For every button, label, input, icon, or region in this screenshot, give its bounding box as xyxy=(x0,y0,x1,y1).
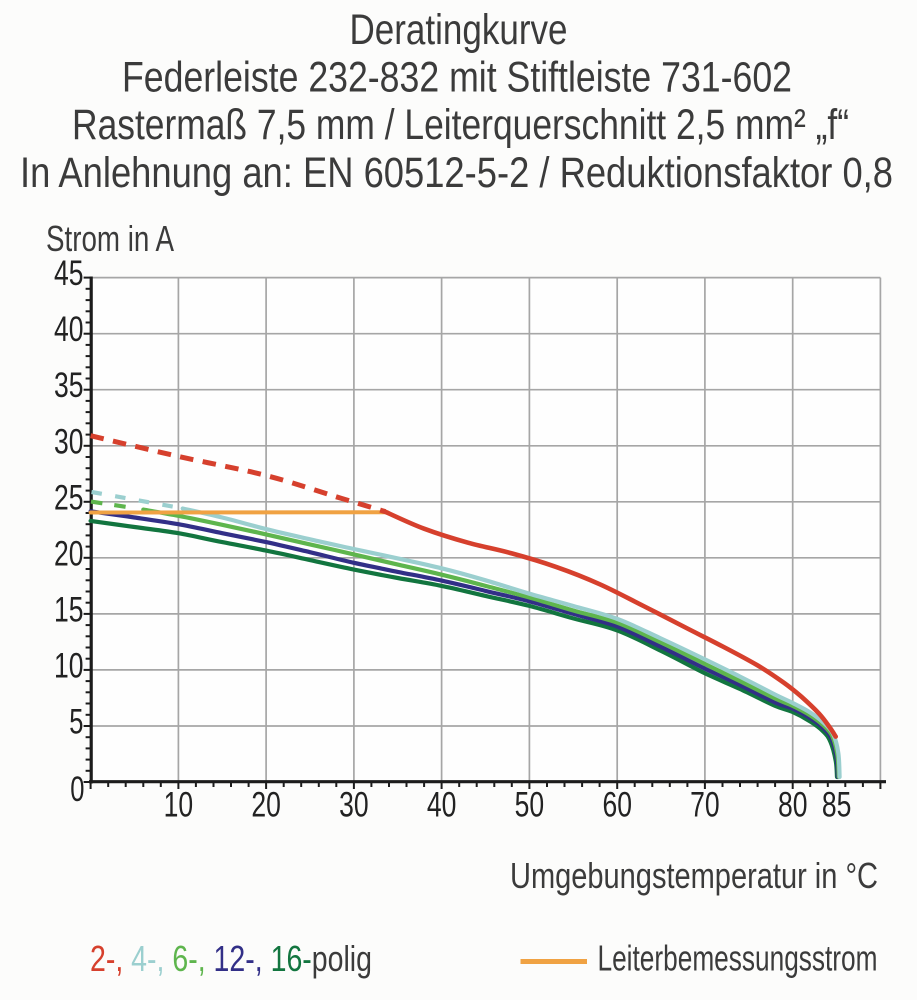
svg-text:30: 30 xyxy=(54,422,84,461)
svg-text:In Anlehnung an: EN 60512-5-2: In Anlehnung an: EN 60512-5-2 / Reduktio… xyxy=(20,149,893,197)
svg-text:15: 15 xyxy=(54,590,84,629)
svg-text:30: 30 xyxy=(339,786,369,825)
svg-text:70: 70 xyxy=(690,786,720,825)
svg-text:Deratingkurve: Deratingkurve xyxy=(350,6,568,54)
svg-text:25: 25 xyxy=(54,478,84,517)
svg-text:10: 10 xyxy=(164,786,194,825)
svg-text:Rastermaß 7,5 mm / Leiterquers: Rastermaß 7,5 mm / Leiterquerschnitt 2,5… xyxy=(72,101,849,149)
svg-text:Leiterbemessungsstrom: Leiterbemessungsstrom xyxy=(598,938,878,979)
svg-text:Strom in A: Strom in A xyxy=(46,218,174,259)
svg-text:2-, 4-, 6-, 12-, 16-polig: 2-, 4-, 6-, 12-, 16-polig xyxy=(90,938,372,979)
svg-text:0: 0 xyxy=(70,770,84,809)
svg-text:35: 35 xyxy=(54,366,84,405)
svg-text:85: 85 xyxy=(822,786,852,825)
svg-text:5: 5 xyxy=(69,703,83,742)
svg-text:20: 20 xyxy=(54,534,84,573)
svg-text:50: 50 xyxy=(515,786,545,825)
svg-text:20: 20 xyxy=(251,786,281,825)
svg-text:60: 60 xyxy=(602,786,632,825)
svg-text:45: 45 xyxy=(54,254,84,293)
svg-text:Umgebungstemperatur in °C: Umgebungstemperatur in °C xyxy=(510,855,878,896)
svg-text:40: 40 xyxy=(427,786,457,825)
svg-text:10: 10 xyxy=(54,646,84,685)
svg-text:80: 80 xyxy=(778,786,808,825)
svg-text:40: 40 xyxy=(54,310,84,349)
svg-text:Federleiste 232-832 mit Stiftl: Federleiste 232-832 mit Stiftleiste 731-… xyxy=(122,54,792,102)
